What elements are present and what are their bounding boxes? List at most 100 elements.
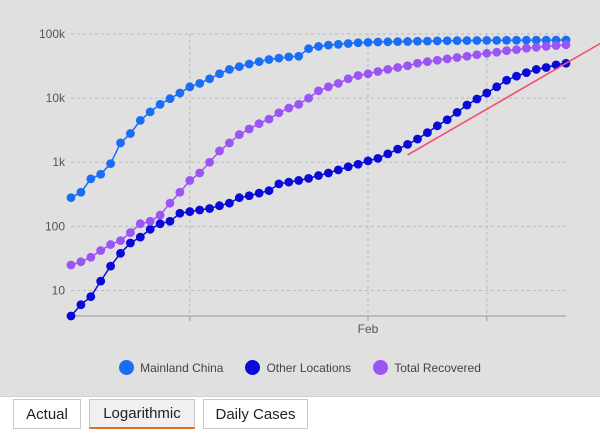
chart-tabs: Actual Logarithmic Daily Cases [0,396,600,436]
data-point-total-recovered [403,61,412,71]
data-point-other-locations [324,168,333,178]
data-point-total-recovered [472,50,482,60]
chart-panel: 10 100 1k 10k 100k Feb [0,0,600,396]
data-point-mainland-china [106,159,115,169]
data-point-mainland-china [294,51,304,61]
data-point-total-recovered [66,260,76,270]
legend-swatch-other-locations [245,360,261,375]
data-point-total-recovered [423,57,432,67]
data-point-other-locations [185,207,195,216]
data-point-other-locations [413,134,422,144]
data-point-total-recovered [86,252,96,262]
data-point-total-recovered [234,130,244,139]
data-point-mainland-china [383,37,393,47]
data-point-mainland-china [482,36,492,45]
data-point-other-locations [432,121,442,131]
data-point-mainland-china [215,69,224,79]
data-point-mainland-china [423,36,432,46]
data-point-mainland-china [522,35,531,45]
data-point-other-locations [541,63,551,72]
data-point-mainland-china [324,40,333,50]
legend-item-mainland-china[interactable]: Mainland China [119,360,223,375]
data-point-total-recovered [244,124,254,134]
data-point-other-locations [116,248,125,258]
legend-item-total-recovered[interactable]: Total Recovered [373,360,481,375]
data-point-mainland-china [234,62,244,72]
data-point-mainland-china [254,57,264,67]
legend-swatch-total-recovered [373,360,389,375]
data-point-mainland-china [353,38,363,48]
data-point-mainland-china [76,187,86,197]
data-point-mainland-china [472,36,482,45]
data-point-mainland-china [462,36,472,45]
tab-daily-cases[interactable]: Daily Cases [203,399,308,429]
data-point-total-recovered [284,103,294,113]
data-point-total-recovered [145,216,155,226]
legend: Mainland China Other Locations Total Rec… [0,360,600,375]
data-point-total-recovered [324,82,333,92]
data-point-total-recovered [442,54,452,64]
tab-logarithmic[interactable]: Logarithmic [89,399,195,429]
legend-item-other-locations[interactable]: Other Locations [245,360,351,375]
data-point-mainland-china [393,37,403,47]
data-point-other-locations [86,292,96,302]
data-point-other-locations [442,115,452,125]
data-point-other-locations [512,71,521,81]
data-point-total-recovered [116,236,125,245]
x-tick-label: Feb [358,322,379,336]
data-point-total-recovered [175,187,185,197]
y-tick-label: 10 [52,283,66,297]
data-point-other-locations [145,224,155,234]
data-point-mainland-china [135,115,145,125]
data-point-other-locations [106,261,115,271]
data-point-total-recovered [185,176,195,185]
data-point-mainland-china [116,138,125,148]
data-point-total-recovered [561,40,571,50]
data-point-total-recovered [482,48,492,58]
legend-label: Mainland China [140,360,224,375]
data-point-other-locations [403,139,412,149]
y-tick-label: 100k [39,27,66,41]
data-point-total-recovered [522,43,531,53]
y-tick-label: 1k [52,155,66,169]
data-point-total-recovered [452,53,462,62]
data-point-total-recovered [462,51,472,61]
data-point-mainland-china [541,35,551,45]
data-point-total-recovered [294,99,304,109]
data-point-other-locations [225,198,234,208]
data-point-mainland-china [96,169,106,179]
data-point-other-locations [155,219,165,229]
data-point-total-recovered [432,55,442,65]
data-point-total-recovered [363,69,373,79]
data-point-total-recovered [106,240,115,249]
data-point-mainland-china [442,36,452,46]
data-point-mainland-china [432,36,442,46]
data-point-other-locations [383,149,393,159]
data-point-other-locations [244,191,254,201]
data-point-total-recovered [314,86,323,96]
data-point-mainland-china [502,35,511,45]
data-point-mainland-china [66,193,76,203]
data-point-total-recovered [353,71,363,80]
data-point-total-recovered [205,157,215,167]
data-point-total-recovered [225,138,234,148]
data-point-mainland-china [185,82,195,92]
data-point-mainland-china [86,174,96,184]
data-point-total-recovered [215,146,224,156]
data-point-mainland-china [155,99,165,109]
data-point-mainland-china [333,39,343,49]
data-point-total-recovered [165,198,175,208]
data-point-other-locations [294,176,304,185]
data-point-other-locations [66,311,76,321]
data-point-mainland-china [225,65,234,74]
data-point-total-recovered [274,108,284,118]
data-point-other-locations [492,82,502,92]
data-point-other-locations [254,188,264,198]
data-point-other-locations [135,232,145,242]
data-point-mainland-china [165,94,175,104]
data-point-other-locations [215,201,224,211]
data-point-mainland-china [413,36,422,46]
data-point-total-recovered [304,93,313,103]
trend-line [407,42,600,156]
tab-actual[interactable]: Actual [13,399,81,429]
